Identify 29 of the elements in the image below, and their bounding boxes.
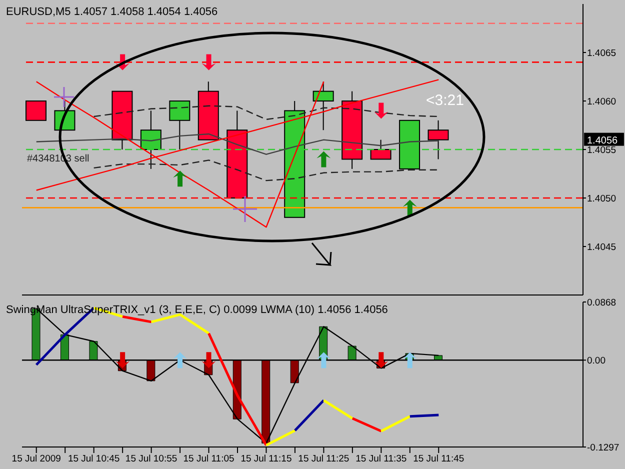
- candlestick: [312, 81, 334, 131]
- chart-title: EURUSD,M5 1.4057 1.4058 1.4054 1.4056: [6, 6, 218, 18]
- y-tick-label: 1.4055: [587, 144, 616, 156]
- point: [316, 151, 331, 168]
- x-tick-label: 15 Jul 10:55: [125, 454, 178, 465]
- text: 1.4056: [587, 135, 618, 146]
- x-tick-label: 15 Jul 11:15: [240, 454, 292, 465]
- point: [173, 170, 188, 187]
- y-tick-label: 1.4065: [587, 48, 616, 59]
- line-series: [93, 160, 440, 182]
- point: [402, 200, 417, 216]
- y-tick-label: 1.4050: [587, 193, 616, 204]
- candlestick: [370, 139, 392, 160]
- x-tick-label: 15 Jul 11:05: [183, 454, 234, 465]
- y-tick-label: 0.0868: [587, 297, 616, 308]
- x-tick-label: 15 Jul 11:35: [356, 454, 407, 465]
- y-tick-label: -0.1297: [587, 442, 620, 454]
- annotation: <3:21: [426, 92, 464, 109]
- x-tick-label: 15 Jul 10:45: [68, 454, 120, 465]
- candlestick: [428, 120, 449, 160]
- candlestick: [26, 100, 46, 121]
- point: [202, 54, 216, 70]
- x-tick-label: 15 Jul 2009: [12, 454, 61, 465]
- y-tick-label: 1.4045: [587, 242, 616, 253]
- y-tick-label: 1.4060: [587, 96, 616, 108]
- point: [374, 102, 388, 119]
- y-tick-label: 0.00: [587, 356, 606, 367]
- x-tick-label: 15 Jul 11:45: [413, 454, 464, 465]
- x-tick-label: 15 Jul 11:25: [298, 454, 350, 465]
